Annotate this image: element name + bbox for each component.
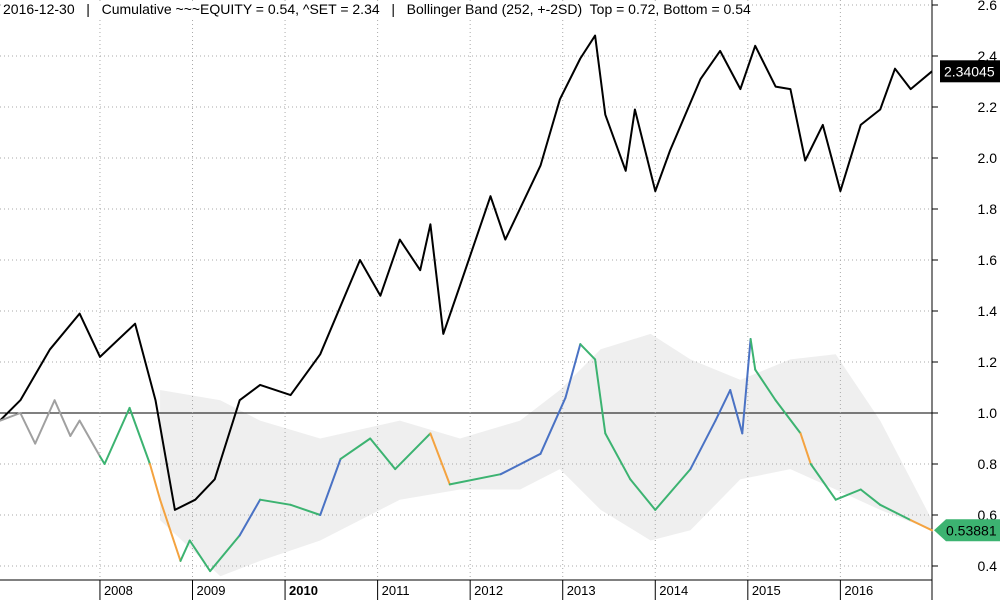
equity-segment-blue xyxy=(539,396,567,455)
equity-segment-green xyxy=(339,437,372,460)
separator: | xyxy=(86,1,90,17)
x-tick-label: 2014 xyxy=(659,583,688,598)
equity-segment-gray xyxy=(0,412,22,422)
x-tick-label: 2008 xyxy=(104,583,133,598)
y-tick-label: 1.0 xyxy=(978,405,998,421)
equity-segment-green xyxy=(448,473,502,486)
header-date: 2016-12-30 xyxy=(3,1,75,17)
y-tick-label: 1.6 xyxy=(978,252,998,268)
x-tick-label: 2009 xyxy=(197,583,226,598)
header-cumulative: Cumulative ~~~EQUITY = 0.54, ^SET = 2.34 xyxy=(101,1,380,17)
x-tick-label: 2013 xyxy=(567,583,596,598)
y-tick-label: 1.4 xyxy=(978,303,998,319)
equity-segment-green xyxy=(834,488,862,501)
equity-segment-blue xyxy=(741,338,752,435)
set-line xyxy=(0,34,933,511)
y-tick-label: 2.4 xyxy=(978,48,998,64)
equity-segment-blue xyxy=(238,498,262,537)
y-tick-label: 0.8 xyxy=(978,456,998,472)
y-tick-label: 2.0 xyxy=(978,150,998,166)
equity-segment-gray xyxy=(34,399,56,445)
separator: | xyxy=(391,1,395,17)
y-tick-label: 1.2 xyxy=(978,354,998,370)
equity-segment-green xyxy=(259,498,292,506)
equity-segment-green xyxy=(394,432,432,471)
x-tick-label: 2016 xyxy=(844,583,873,598)
equity-segment-green xyxy=(604,432,632,481)
y-tick-label: 2.2 xyxy=(978,99,998,115)
equity-segment-blue xyxy=(564,343,582,399)
equity-segment-green xyxy=(749,338,757,371)
set-value-label: 2.34045 xyxy=(944,63,995,79)
equity-segment-gray xyxy=(78,419,101,458)
equity-segment-blue xyxy=(714,389,732,422)
equity-segment-green xyxy=(103,406,131,465)
equity-segment-green xyxy=(98,455,106,465)
equity-segment-green xyxy=(859,488,882,506)
equity-segment-orange xyxy=(148,463,162,501)
equity-segment-green xyxy=(579,343,597,361)
equity-segment-blue xyxy=(729,389,744,435)
x-tick-label: 2015 xyxy=(752,583,781,598)
y-tick-label: 0.4 xyxy=(978,558,998,574)
header-band: Bollinger Band (252, +-2SD) Top = 0.72, … xyxy=(406,1,751,17)
equity-segment-green xyxy=(629,478,657,511)
equity-segment-orange xyxy=(799,432,812,465)
equity-segment-green xyxy=(879,503,912,522)
bollinger-band-area xyxy=(160,333,933,577)
equity-segment-blue xyxy=(689,419,717,471)
x-tick-label: 2011 xyxy=(382,583,410,598)
chart-header: 2016-12-30 | Cumulative ~~~EQUITY = 0.54… xyxy=(3,1,751,17)
equity-segment-orange xyxy=(159,498,182,562)
equity-segment-gray xyxy=(69,419,81,437)
equity-segment-orange xyxy=(909,519,933,532)
equity-segment-green xyxy=(754,368,777,402)
equity-segment-orange xyxy=(429,432,451,486)
x-tick-label: 2012 xyxy=(474,583,503,598)
equity-segment-green xyxy=(654,468,692,511)
equity-value-badge xyxy=(934,519,1000,542)
equity-segment-gray xyxy=(53,399,72,437)
set-value-badge xyxy=(940,60,1000,83)
equity-segment-blue xyxy=(499,452,542,476)
equity-segment-green xyxy=(774,399,802,435)
equity-segment-green xyxy=(188,539,212,573)
x-tick-label: 2010 xyxy=(289,583,318,598)
y-tick-label: 1.8 xyxy=(978,201,998,217)
equity-segment-green xyxy=(179,539,191,562)
equity-value-label: 0.53881 xyxy=(946,522,997,538)
equity-segment-green xyxy=(209,534,241,573)
equity-segment-green xyxy=(289,503,322,516)
y-tick-label: 0.6 xyxy=(978,507,998,523)
equity-segment-green xyxy=(128,406,151,465)
equity-segment-gray xyxy=(19,412,37,445)
equity-segment-green xyxy=(369,437,397,471)
equity-segment-green xyxy=(594,358,607,435)
equity-segment-blue xyxy=(319,457,342,516)
y-tick-label: 2.6 xyxy=(978,0,998,13)
equity-segment-green xyxy=(809,463,837,501)
